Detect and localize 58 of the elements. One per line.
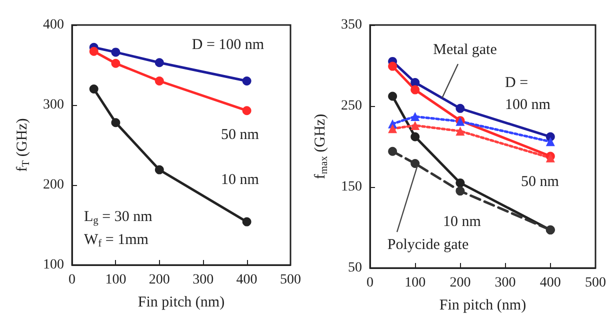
point [242,106,252,116]
y-tick-label: 250 [341,98,362,114]
point [89,46,98,56]
y-tick-label: 350 [341,18,362,32]
point [388,124,398,134]
point [410,159,420,168]
y-axis-title: fT (GHz) [14,118,32,172]
y-tick-label: 200 [43,178,64,192]
x-tick-label: 200 [148,272,170,288]
annotation: D = 100 nm [505,75,551,113]
annotation: Polycide gate [387,237,469,253]
x-tick-label: 200 [450,276,471,290]
point [456,186,465,196]
x-tick-label: 300 [192,272,214,288]
x-tick-label: 0 [366,276,374,290]
point [111,58,120,68]
y-tick-label: 100 [43,258,64,272]
y-tick-label: 400 [43,18,64,32]
point [388,62,398,71]
point [242,76,252,86]
x-axis-title: Fin pitch (nm) [138,294,225,310]
point [410,120,420,130]
point [111,48,120,57]
x-tick-label: 400 [540,276,561,290]
annotation: 10 nm [443,214,482,230]
point [410,78,420,88]
annotation: 50 nm [221,127,260,143]
point [89,84,98,94]
annotation: 10 nm [221,172,260,188]
point [546,137,555,146]
point [456,126,465,136]
annotation: Metal gate [433,42,498,58]
x-axis-title: Fin pitch (nm) [439,298,526,314]
point [154,165,164,174]
x-tick-label: 0 [68,272,76,288]
point [456,178,465,188]
point [410,132,420,142]
x-tick-label: 400 [236,272,258,288]
y-axis-title: fmax (GHz) [312,114,330,180]
x-tick-label: 100 [105,272,126,288]
y-tick-label: 150 [341,180,362,194]
point [410,112,420,122]
point [111,118,120,128]
point [242,217,252,226]
x-tick-label: 500 [280,272,301,288]
annotation: D = 100 nm [192,37,264,53]
y-tick-label: 50 [348,260,362,276]
y-tick-label: 300 [43,98,64,112]
point [410,85,420,94]
point [388,92,398,101]
x-tick-label: 100 [404,276,426,290]
point [456,104,465,113]
point [154,58,164,68]
point [154,76,164,86]
point [388,146,398,156]
x-tick-label: 500 [585,276,606,290]
annotation: 50 nm [521,174,560,190]
x-tick-label: 300 [494,276,516,290]
